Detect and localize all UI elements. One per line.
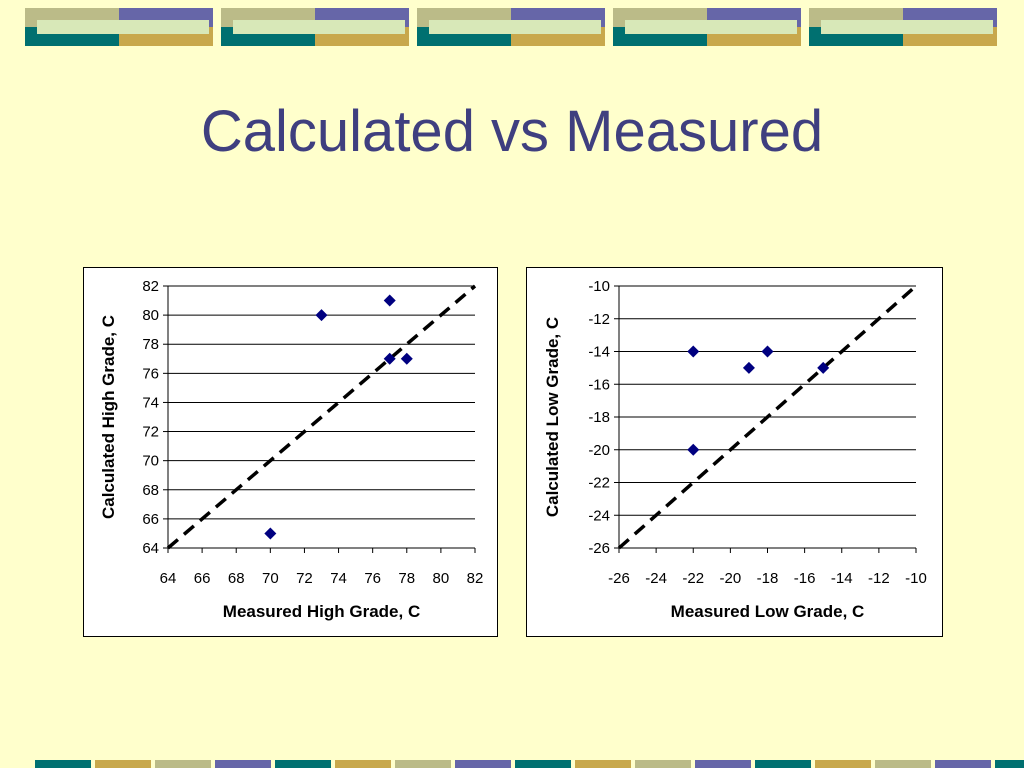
x-tick-label: 74	[330, 570, 347, 587]
top-decor-tile	[221, 8, 409, 46]
x-tick-label: -26	[608, 570, 630, 587]
x-tick-label: 66	[194, 570, 211, 587]
reference-line	[617, 284, 918, 550]
x-tick-label: 82	[467, 570, 484, 587]
bottom-decor-segment	[95, 760, 151, 768]
high-grade-chart: 64 66 68 70 72 74 76 78 80 82 64 66 68 70 72 74 76 78 80 82…	[99, 278, 484, 621]
y-tick-label: 82	[142, 278, 159, 295]
x-tick-label: -24	[645, 570, 667, 587]
bottom-decor-segment	[995, 760, 1024, 768]
top-decor-tile	[613, 8, 801, 46]
y-tick-label: -16	[588, 376, 610, 393]
y-tick-label: 70	[142, 453, 159, 470]
bottom-decor-segment	[395, 760, 451, 768]
low-grade-chart-panel: -26 -24 -22 -20 -18 -16 -14 -12 -10 -26 -24 -22 -20-…	[526, 267, 943, 637]
x-tick-label: -10	[905, 570, 927, 587]
bottom-decor-segment	[635, 760, 691, 768]
bottom-decor-segment	[515, 760, 571, 768]
bottom-decor-segment	[455, 760, 511, 768]
y-tick-label: -22	[588, 475, 610, 492]
x-tick-label: 76	[364, 570, 381, 587]
decor-segment	[37, 20, 209, 34]
top-decor-band	[0, 0, 1024, 60]
bottom-decor-segment	[575, 760, 631, 768]
data-point	[761, 345, 774, 358]
y-tick-label: 78	[142, 336, 159, 353]
y-axis-title: Calculated High Grade, C	[99, 315, 118, 519]
bottom-decor-segment	[155, 760, 211, 768]
x-tick-label: -18	[757, 570, 779, 587]
bottom-decor-segment	[935, 760, 991, 768]
bottom-decor-segment	[815, 760, 871, 768]
y-tick-label: -26	[588, 540, 610, 557]
bottom-decor-band	[0, 758, 1024, 768]
y-tick-label: -24	[588, 507, 610, 524]
y-tick-label: 76	[142, 365, 159, 382]
bottom-decor-segment	[335, 760, 391, 768]
x-tick-label: -16	[794, 570, 816, 587]
data-point	[400, 352, 413, 365]
top-decor-tile	[417, 8, 605, 46]
y-tick-label: 68	[142, 482, 159, 499]
data-point	[687, 443, 700, 456]
high-grade-chart-panel: 64 66 68 70 72 74 76 78 80 82 64 66 68 70 72 74 76 78 80 82…	[83, 267, 498, 637]
data-point	[817, 361, 830, 374]
x-tick-label: 80	[433, 570, 450, 587]
bottom-decor-segment	[35, 760, 91, 768]
x-tick-label: 64	[160, 570, 177, 587]
low-grade-chart: -26-24-22-20-18-16-14-12-10-26 -24 -22 -20-…	[543, 278, 927, 621]
reference-line	[166, 284, 477, 550]
decor-segment	[429, 20, 601, 34]
bottom-decor-segment	[695, 760, 751, 768]
x-tick-label: -20	[720, 570, 742, 587]
data-point	[383, 294, 396, 307]
x-tick-label: 68	[228, 570, 245, 587]
x-tick-label: 70	[262, 570, 279, 587]
x-tick-label: 78	[398, 570, 415, 587]
x-tick-label: -22	[682, 570, 704, 587]
y-tick-label: 64	[142, 540, 159, 557]
x-tick-label: -14	[831, 570, 853, 587]
y-tick-label: -18	[588, 409, 610, 426]
x-tick-label: 72	[296, 570, 313, 587]
x-tick-label: -12	[868, 570, 890, 587]
y-axis-title: Calculated Low Grade, C	[543, 317, 562, 517]
y-tick-label: 74	[142, 394, 159, 411]
decor-segment	[821, 20, 993, 34]
bottom-decor-segment	[875, 760, 931, 768]
y-tick-label: 66	[142, 511, 159, 528]
top-decor-tile	[809, 8, 997, 46]
y-tick-label: -10	[588, 278, 610, 295]
x-axis-title: Measured Low Grade, C	[671, 602, 865, 621]
data-point	[742, 361, 755, 374]
y-tick-label: -20	[588, 442, 610, 459]
x-axis-title: Measured High Grade, C	[223, 602, 420, 621]
y-tick-label: -12	[588, 311, 610, 328]
bottom-decor-segment	[275, 760, 331, 768]
top-decor-tile	[25, 8, 213, 46]
y-tick-label: 80	[142, 307, 159, 324]
data-point	[264, 527, 277, 540]
data-point	[687, 345, 700, 358]
decor-segment	[625, 20, 797, 34]
bottom-decor-segment	[215, 760, 271, 768]
y-tick-label: -14	[588, 344, 610, 361]
data-point	[383, 352, 396, 365]
data-point	[315, 309, 328, 322]
y-tick-label: 72	[142, 424, 159, 441]
slide-title: Calculated vs Measured	[200, 99, 824, 164]
bottom-decor-segment	[755, 760, 811, 768]
decor-segment	[233, 20, 405, 34]
